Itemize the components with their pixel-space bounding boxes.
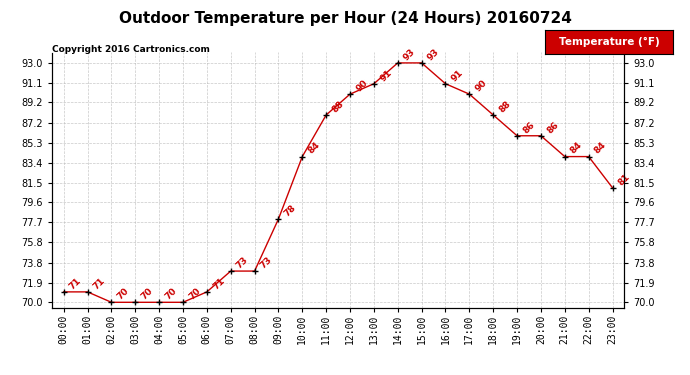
Text: 90: 90: [354, 78, 369, 93]
Text: 88: 88: [497, 99, 513, 114]
Text: 84: 84: [569, 141, 584, 156]
Text: 70: 70: [139, 286, 155, 302]
Text: Outdoor Temperature per Hour (24 Hours) 20160724: Outdoor Temperature per Hour (24 Hours) …: [119, 11, 571, 26]
Text: 71: 71: [92, 276, 107, 291]
Text: 91: 91: [450, 68, 465, 83]
Text: 70: 70: [115, 286, 131, 302]
Text: 70: 70: [164, 286, 179, 302]
Text: 93: 93: [426, 47, 441, 62]
Text: Copyright 2016 Cartronics.com: Copyright 2016 Cartronics.com: [52, 45, 210, 54]
Text: 91: 91: [378, 68, 393, 83]
Text: 88: 88: [331, 99, 346, 114]
Text: 73: 73: [259, 255, 274, 270]
Text: 73: 73: [235, 255, 250, 270]
Text: 71: 71: [211, 276, 226, 291]
Text: 84: 84: [593, 141, 608, 156]
Text: 81: 81: [617, 172, 632, 187]
Text: 71: 71: [68, 276, 83, 291]
Text: Temperature (°F): Temperature (°F): [558, 37, 660, 47]
Text: 84: 84: [306, 141, 322, 156]
Text: 70: 70: [187, 286, 202, 302]
Text: 86: 86: [521, 120, 536, 135]
Text: 78: 78: [283, 203, 298, 218]
Text: 93: 93: [402, 47, 417, 62]
Text: 86: 86: [545, 120, 560, 135]
Text: 90: 90: [473, 78, 489, 93]
